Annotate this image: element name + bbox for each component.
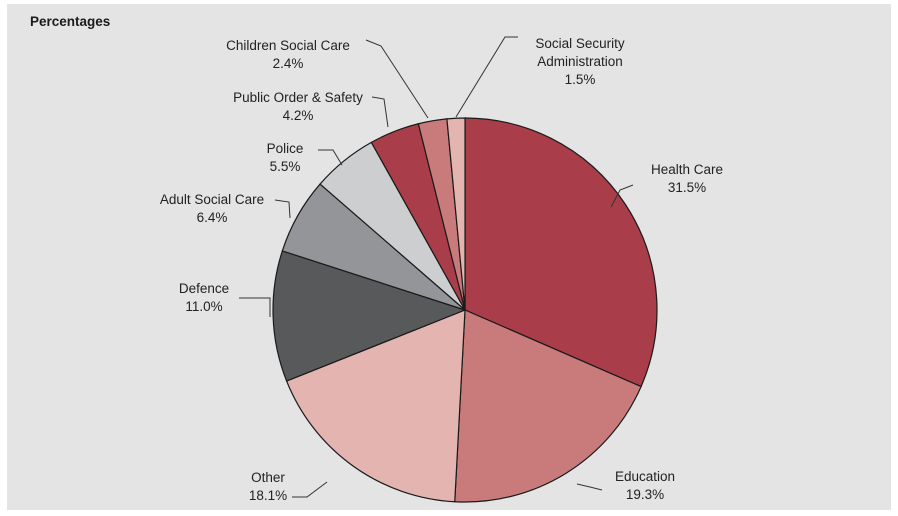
leader-line-adult-social-care [274, 199, 291, 219]
pie-slice-health-care [464, 117, 658, 388]
leader-line-children-social-care [365, 39, 429, 119]
pie-slice-other [285, 309, 466, 503]
pie-slice-education [454, 309, 642, 503]
leader-line-health-care [610, 184, 634, 208]
slice-value-public-order-safety: 4.2% [283, 108, 314, 123]
leader-line-other [292, 481, 328, 498]
slice-label-other: Other 18.1% [249, 470, 287, 503]
leader-line-defence [239, 297, 271, 317]
slice-value-other: 18.1% [249, 488, 287, 503]
slice-label-education: Education 19.3% [615, 469, 675, 502]
pie-slice-defence [272, 250, 467, 382]
slice-value-police: 5.5% [270, 159, 301, 174]
slice-label-children-social-care: Children Social Care 2.4% [226, 38, 350, 71]
slice-label-health-care: Health Care 31.5% [651, 162, 723, 195]
slice-value-defence: 11.0% [185, 299, 222, 314]
slice-label-adult-social-care: Adult Social Care 6.4% [160, 192, 264, 225]
leader-line-education [576, 483, 603, 491]
slice-label-social-security-administration: Social Security Administration 1.5% [535, 36, 625, 87]
slice-value-education: 19.3% [626, 487, 664, 502]
leader-line-police [318, 149, 343, 166]
slice-value-adult-social-care: 6.4% [197, 210, 228, 225]
leader-line-public-order-safety [371, 96, 389, 128]
slice-label-police: Police 5.5% [267, 141, 304, 174]
leader-line-social-security-administration [455, 36, 518, 118]
slice-label-public-order-safety: Public Order & Safety 4.2% [233, 90, 363, 123]
pie-slice-social-security-administration [446, 117, 466, 311]
slice-value-health-care: 31.5% [668, 180, 706, 195]
chart-subtitle: Percentages [30, 14, 111, 29]
slice-value-social-security-administration: 1.5% [565, 72, 596, 87]
slice-value-children-social-care: 2.4% [273, 56, 304, 71]
slice-label-defence: Defence 11.0% [179, 281, 229, 314]
